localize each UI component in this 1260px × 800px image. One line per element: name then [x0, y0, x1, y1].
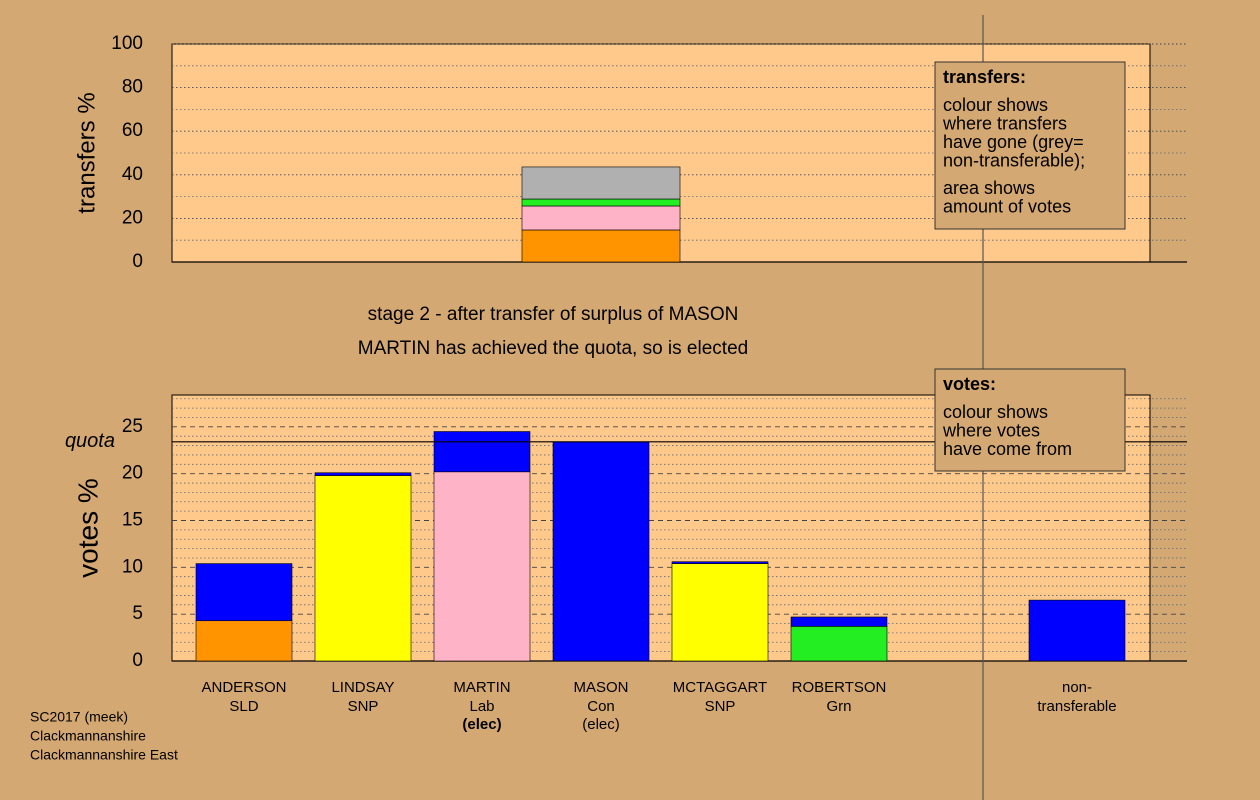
bar-segment — [552, 441, 650, 662]
y-axis-label: transfers % — [73, 92, 100, 213]
bar-segment — [790, 626, 888, 662]
note-line: colour shows — [943, 402, 1048, 422]
bar-segment — [671, 563, 769, 662]
y-tick-label: 5 — [132, 603, 143, 624]
bar-segment — [314, 475, 412, 662]
y-tick-label: 0 — [132, 251, 143, 272]
x-tick-note: (elec) — [462, 716, 501, 733]
x-tick-note: (elec) — [582, 716, 620, 733]
footer-line: Clackmannanshire East — [30, 747, 178, 763]
x-tick-label: SNP — [705, 698, 736, 715]
y-tick-label: 40 — [122, 164, 143, 185]
bar-segment — [314, 472, 412, 476]
bar-segment — [195, 563, 293, 622]
bar-segment — [521, 205, 681, 231]
y-tick-label: 15 — [122, 510, 143, 531]
note-line: amount of votes — [943, 196, 1071, 216]
stage-title: MARTIN has achieved the quota, so is ele… — [358, 338, 748, 359]
y-tick-label: 20 — [122, 207, 143, 228]
y-tick-label: 25 — [122, 416, 143, 437]
x-tick-label: ANDERSON — [201, 679, 286, 696]
bar-segment — [521, 198, 681, 207]
y-tick-label: 20 — [122, 463, 143, 484]
x-tick-label: non- — [1062, 679, 1092, 696]
y-tick-label: 100 — [111, 33, 143, 54]
quota-label: quota — [65, 430, 115, 452]
x-tick-label: MASON — [573, 679, 628, 696]
bar-segment — [671, 561, 769, 564]
y-tick-label: 80 — [122, 77, 143, 98]
note-line: area shows — [943, 178, 1035, 198]
x-tick-label: Grn — [826, 698, 851, 715]
bar-segment — [1028, 599, 1126, 662]
bar-segment — [521, 166, 681, 200]
footer-line: Clackmannanshire — [30, 728, 146, 744]
note-heading: votes: — [943, 374, 996, 394]
note-heading: transfers: — [943, 67, 1026, 87]
x-tick-label: MCTAGGART — [673, 679, 767, 696]
x-tick-label: SLD — [229, 698, 258, 715]
y-tick-label: 60 — [122, 120, 143, 141]
note-line: have gone (grey= — [943, 132, 1084, 152]
footer-line: SC2017 (meek) — [30, 709, 128, 725]
note-line: where votes — [942, 420, 1040, 440]
x-tick-label: Lab — [469, 698, 494, 715]
bar-segment — [433, 431, 531, 473]
x-tick-label: LINDSAY — [331, 679, 394, 696]
note-box — [934, 61, 1126, 230]
x-tick-label: Con — [587, 698, 615, 715]
note-line: non-transferable); — [943, 150, 1085, 170]
note-line: colour shows — [943, 95, 1048, 115]
y-tick-label: 10 — [122, 556, 143, 577]
note-line: have come from — [943, 439, 1072, 459]
note-line: where transfers — [942, 113, 1067, 133]
stage-title: stage 2 - after transfer of surplus of M… — [368, 304, 739, 325]
x-tick-label: MARTIN — [453, 679, 510, 696]
bar-segment — [195, 620, 293, 662]
x-tick-label: transferable — [1037, 698, 1116, 715]
y-tick-label: 0 — [132, 650, 143, 671]
bar-segment — [790, 616, 888, 627]
bar-segment — [521, 229, 681, 263]
y-axis-label: votes % — [72, 478, 103, 578]
x-tick-label: ROBERTSON — [792, 679, 887, 696]
bar-segment — [433, 471, 531, 662]
note-box — [934, 368, 1126, 472]
x-tick-label: SNP — [348, 698, 379, 715]
